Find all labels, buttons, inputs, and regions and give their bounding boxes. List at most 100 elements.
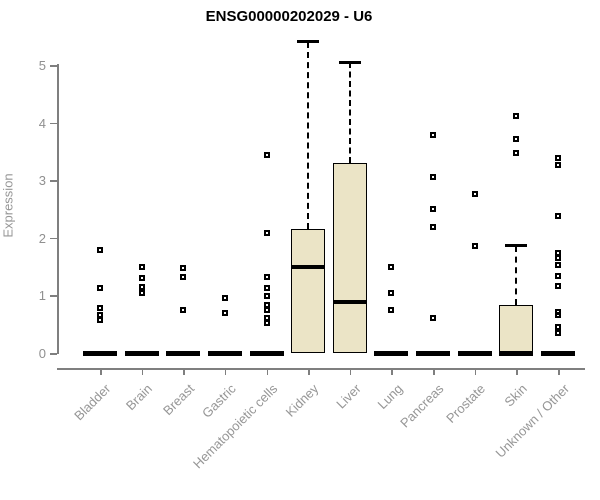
x-axis-tick xyxy=(433,368,435,375)
outlier-point xyxy=(138,275,145,282)
collapsed-box-bar xyxy=(83,350,117,356)
upper-whisker xyxy=(307,41,310,230)
x-tick-label: Kidney xyxy=(283,381,322,420)
outlier-point xyxy=(263,320,270,327)
outlier-point xyxy=(555,212,562,219)
outlier-point xyxy=(97,317,103,324)
y-axis-tick xyxy=(50,122,57,125)
y-tick-label: 1 xyxy=(38,288,46,304)
collapsed-box-bar xyxy=(166,350,201,356)
box xyxy=(499,305,534,353)
x-axis-tick xyxy=(141,368,144,375)
box xyxy=(291,229,326,353)
outlier-point xyxy=(180,306,187,313)
outlier-point xyxy=(180,264,187,271)
x-tick-label: Breast xyxy=(159,381,197,419)
x-axis-tick xyxy=(516,368,518,375)
outlier-point xyxy=(263,151,270,158)
outlier-point xyxy=(388,306,395,313)
outlier-point xyxy=(263,284,270,291)
upper-whisker xyxy=(515,245,518,306)
chart-title: ENSG00000202029 - U6 xyxy=(205,8,373,25)
outlier-point xyxy=(555,154,562,161)
x-axis-tick xyxy=(349,368,352,375)
collapsed-box-bar xyxy=(124,350,159,356)
x-tick-label: Prostate xyxy=(443,381,489,426)
y-axis-tick xyxy=(50,65,57,67)
outlier-point xyxy=(388,290,395,297)
outlier-point xyxy=(430,132,437,139)
outlier-point xyxy=(555,162,562,169)
y-axis-tick xyxy=(50,180,57,182)
outlier-point xyxy=(138,264,145,271)
outlier-point xyxy=(97,311,103,318)
outlier-point xyxy=(430,314,437,321)
outlier-point xyxy=(97,305,103,312)
outlier-point xyxy=(555,249,562,256)
outlier-point xyxy=(263,314,270,321)
outlier-point xyxy=(263,230,270,237)
outlier-point xyxy=(97,284,103,291)
whisker-cap xyxy=(505,244,528,248)
outlier-point xyxy=(263,292,270,299)
outlier-point xyxy=(430,173,437,180)
x-tick-label: Bladder xyxy=(71,381,114,424)
x-tick-label: Liver xyxy=(332,381,364,412)
x-axis-tick xyxy=(266,368,269,375)
outlier-point xyxy=(555,311,562,318)
x-tick-label: Lung xyxy=(374,381,406,413)
y-axis-line xyxy=(57,64,59,354)
outlier-point xyxy=(555,254,562,261)
x-axis-tick xyxy=(100,368,102,375)
outlier-point xyxy=(430,206,437,212)
collapsed-box-bar xyxy=(457,350,492,356)
collapsed-box-bar xyxy=(207,350,242,356)
x-axis-line xyxy=(57,368,585,370)
whisker-cap xyxy=(297,40,320,44)
outlier-point xyxy=(263,306,270,313)
median-line xyxy=(332,299,367,304)
outlier-point xyxy=(138,283,145,290)
outlier-point xyxy=(138,290,145,297)
outlier-point xyxy=(555,261,562,268)
box xyxy=(332,162,367,353)
outlier-point xyxy=(180,273,187,280)
collapsed-box-bar xyxy=(374,350,409,356)
upper-whisker xyxy=(348,62,351,163)
y-tick-label: 3 xyxy=(38,173,46,189)
y-axis-title: Expression xyxy=(0,173,16,238)
y-tick-label: 4 xyxy=(38,115,46,131)
whisker-cap xyxy=(338,60,361,64)
outlier-point xyxy=(263,273,270,280)
median-line xyxy=(291,265,326,270)
median-line xyxy=(499,350,534,356)
collapsed-box-bar xyxy=(541,350,576,356)
outlier-point xyxy=(221,295,228,302)
outlier-point xyxy=(555,283,562,290)
collapsed-box-bar xyxy=(416,350,451,356)
x-axis-tick xyxy=(391,368,393,375)
x-axis-tick xyxy=(474,368,477,375)
outlier-point xyxy=(513,150,520,157)
x-axis-tick xyxy=(183,368,185,375)
y-axis-tick xyxy=(50,353,57,355)
y-tick-label: 2 xyxy=(38,230,46,246)
x-tick-label: Unknown / Other xyxy=(492,381,572,461)
x-tick-label: Pancreas xyxy=(397,381,447,431)
outlier-point xyxy=(555,272,562,279)
x-axis-tick xyxy=(224,368,227,375)
y-axis-tick xyxy=(50,295,57,297)
x-axis-tick xyxy=(308,368,310,375)
outlier-point xyxy=(513,135,520,142)
outlier-point xyxy=(430,223,437,230)
outlier-point xyxy=(513,113,520,120)
outlier-point xyxy=(97,246,103,253)
x-axis-tick xyxy=(558,368,560,375)
y-tick-label: 0 xyxy=(38,346,46,361)
x-tick-label: Gastric xyxy=(198,381,239,421)
x-tick-label: Brain xyxy=(123,381,156,414)
outlier-point xyxy=(471,191,478,198)
outlier-point xyxy=(471,242,478,249)
outlier-point xyxy=(555,329,562,336)
